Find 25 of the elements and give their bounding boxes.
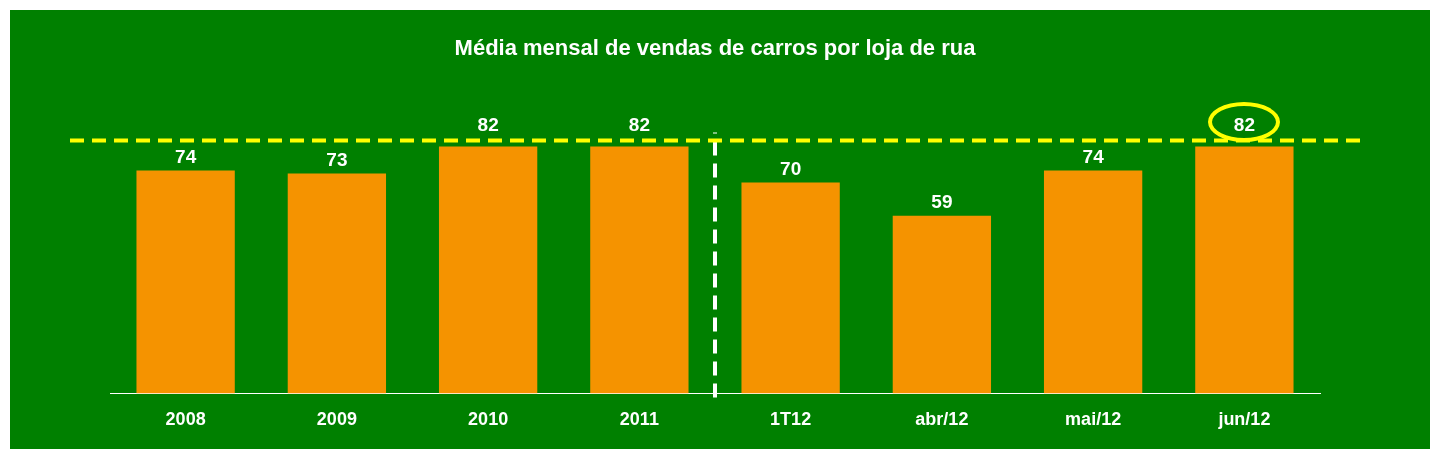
data-label: 82 xyxy=(477,114,499,136)
bar xyxy=(136,170,235,394)
data-label: 82 xyxy=(1233,114,1255,136)
bar xyxy=(1043,170,1143,394)
data-label: 74 xyxy=(175,146,197,168)
bar xyxy=(438,146,538,394)
data-label: 74 xyxy=(1082,146,1105,168)
bar xyxy=(287,173,387,394)
bar xyxy=(590,146,689,394)
bar xyxy=(741,182,840,394)
x-tick-label: mai/12 xyxy=(1065,409,1122,430)
bar xyxy=(892,215,992,394)
x-tick-label: abr/12 xyxy=(915,409,969,430)
x-tick-label: jun/12 xyxy=(1217,409,1271,430)
x-tick-label: 2010 xyxy=(468,409,509,430)
x-tick-label: 1T12 xyxy=(770,409,812,430)
x-tick-label: 2011 xyxy=(619,409,659,430)
x-tick-label: 2009 xyxy=(316,409,357,430)
chart-title: Média mensal de vendas de carros por loja de rua xyxy=(454,35,977,61)
x-tick-label: 2008 xyxy=(165,409,206,430)
data-label: 82 xyxy=(628,114,650,136)
data-label: 70 xyxy=(780,158,802,180)
bar xyxy=(1195,146,1294,394)
data-label: 73 xyxy=(326,149,348,171)
data-label: 59 xyxy=(931,191,953,213)
